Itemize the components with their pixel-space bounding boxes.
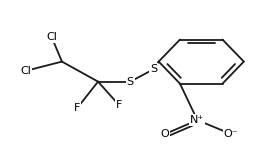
Text: N⁺: N⁺ xyxy=(190,115,205,125)
Text: F: F xyxy=(74,103,80,113)
Text: S: S xyxy=(127,77,134,87)
Text: O⁻: O⁻ xyxy=(224,129,238,139)
Text: F: F xyxy=(116,100,122,110)
Text: O: O xyxy=(161,129,170,139)
Text: Cl: Cl xyxy=(20,66,31,76)
Text: S: S xyxy=(150,64,157,74)
Text: Cl: Cl xyxy=(46,32,57,42)
